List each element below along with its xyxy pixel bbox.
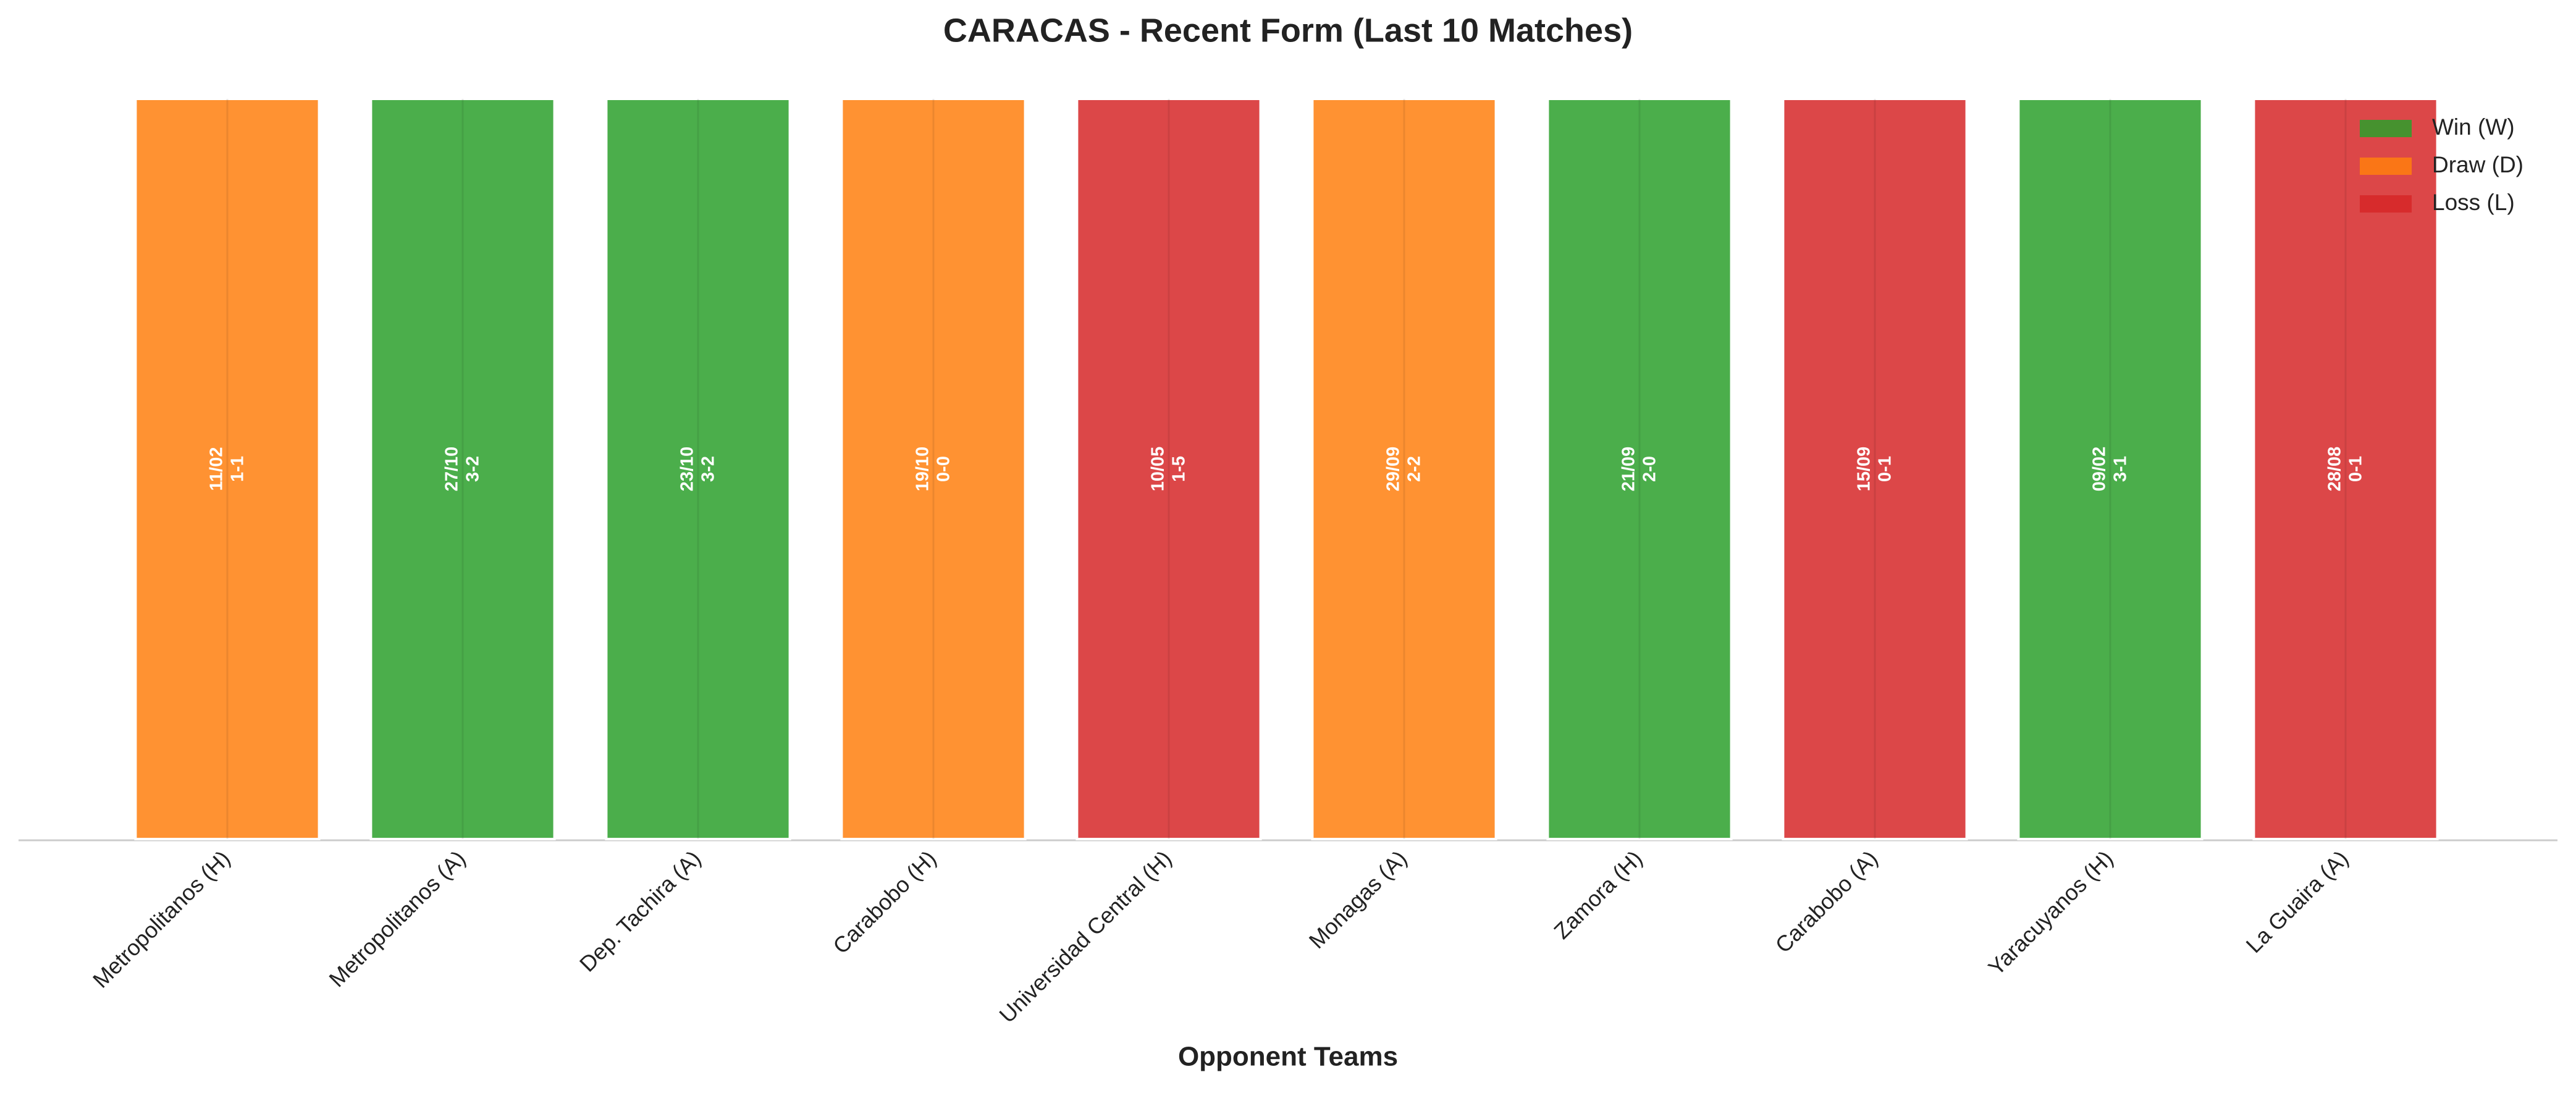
score-label: 3-1 [2111, 456, 2131, 482]
date-label: 15/09 [1854, 447, 1874, 492]
bar [1782, 98, 1968, 840]
legend-label: Win (W) [2432, 114, 2515, 140]
x-tick-label: Metropolitanos (A) [324, 845, 470, 992]
score-label: 1-1 [228, 456, 248, 482]
bar [2017, 98, 2203, 840]
score-label: 0-1 [1875, 456, 1895, 482]
bar [134, 98, 321, 840]
date-label: 19/10 [913, 447, 933, 492]
x-tick-label: Monagas (A) [1304, 845, 1412, 953]
x-tick-label: Zamora (H) [1549, 845, 1647, 943]
x-tick-label: Universidad Central (H) [994, 845, 1176, 1028]
bar [1075, 98, 1262, 840]
legend-label: Draw (D) [2432, 152, 2523, 177]
date-label: 23/10 [678, 447, 697, 492]
chart-title: CARACAS - Recent Form (Last 10 Matches) [943, 12, 1633, 49]
legend-label: Loss (L) [2432, 190, 2515, 215]
x-tick-label: Yaracuyanos (H) [1983, 845, 2118, 980]
date-label: 09/02 [2090, 447, 2110, 492]
bar [369, 98, 556, 840]
date-label: 27/10 [442, 447, 462, 492]
x-tick-label: Carabobo (A) [1770, 845, 1883, 958]
x-axis-label: Opponent Teams [1178, 1042, 1398, 1072]
bar [605, 98, 791, 840]
bar [2252, 98, 2439, 840]
score-label: 0-1 [2346, 456, 2366, 482]
score-label: 3-2 [699, 456, 718, 482]
x-tick-label: Carabobo (H) [828, 845, 941, 958]
date-label: 11/02 [207, 447, 227, 491]
score-label: 1-5 [1169, 456, 1189, 482]
legend-swatch [2360, 120, 2412, 137]
bar [840, 98, 1027, 840]
date-label: 28/08 [2325, 447, 2345, 492]
bar [1546, 98, 1733, 840]
score-label: 2-0 [1640, 456, 1660, 482]
x-tick-label: La Guaira (A) [2241, 845, 2354, 958]
score-label: 3-2 [463, 456, 483, 482]
date-label: 21/09 [1619, 447, 1639, 492]
score-label: 0-0 [934, 456, 954, 482]
bar [1311, 98, 1497, 840]
legend-swatch [2360, 195, 2412, 213]
legend-swatch [2360, 158, 2412, 175]
date-label: 29/09 [1384, 447, 1404, 492]
x-tick-label: Dep. Tachira (A) [575, 845, 705, 976]
score-label: 2-2 [1405, 456, 1425, 482]
date-label: 10/05 [1148, 447, 1168, 492]
x-tick-label: Metropolitanos (H) [88, 845, 235, 992]
